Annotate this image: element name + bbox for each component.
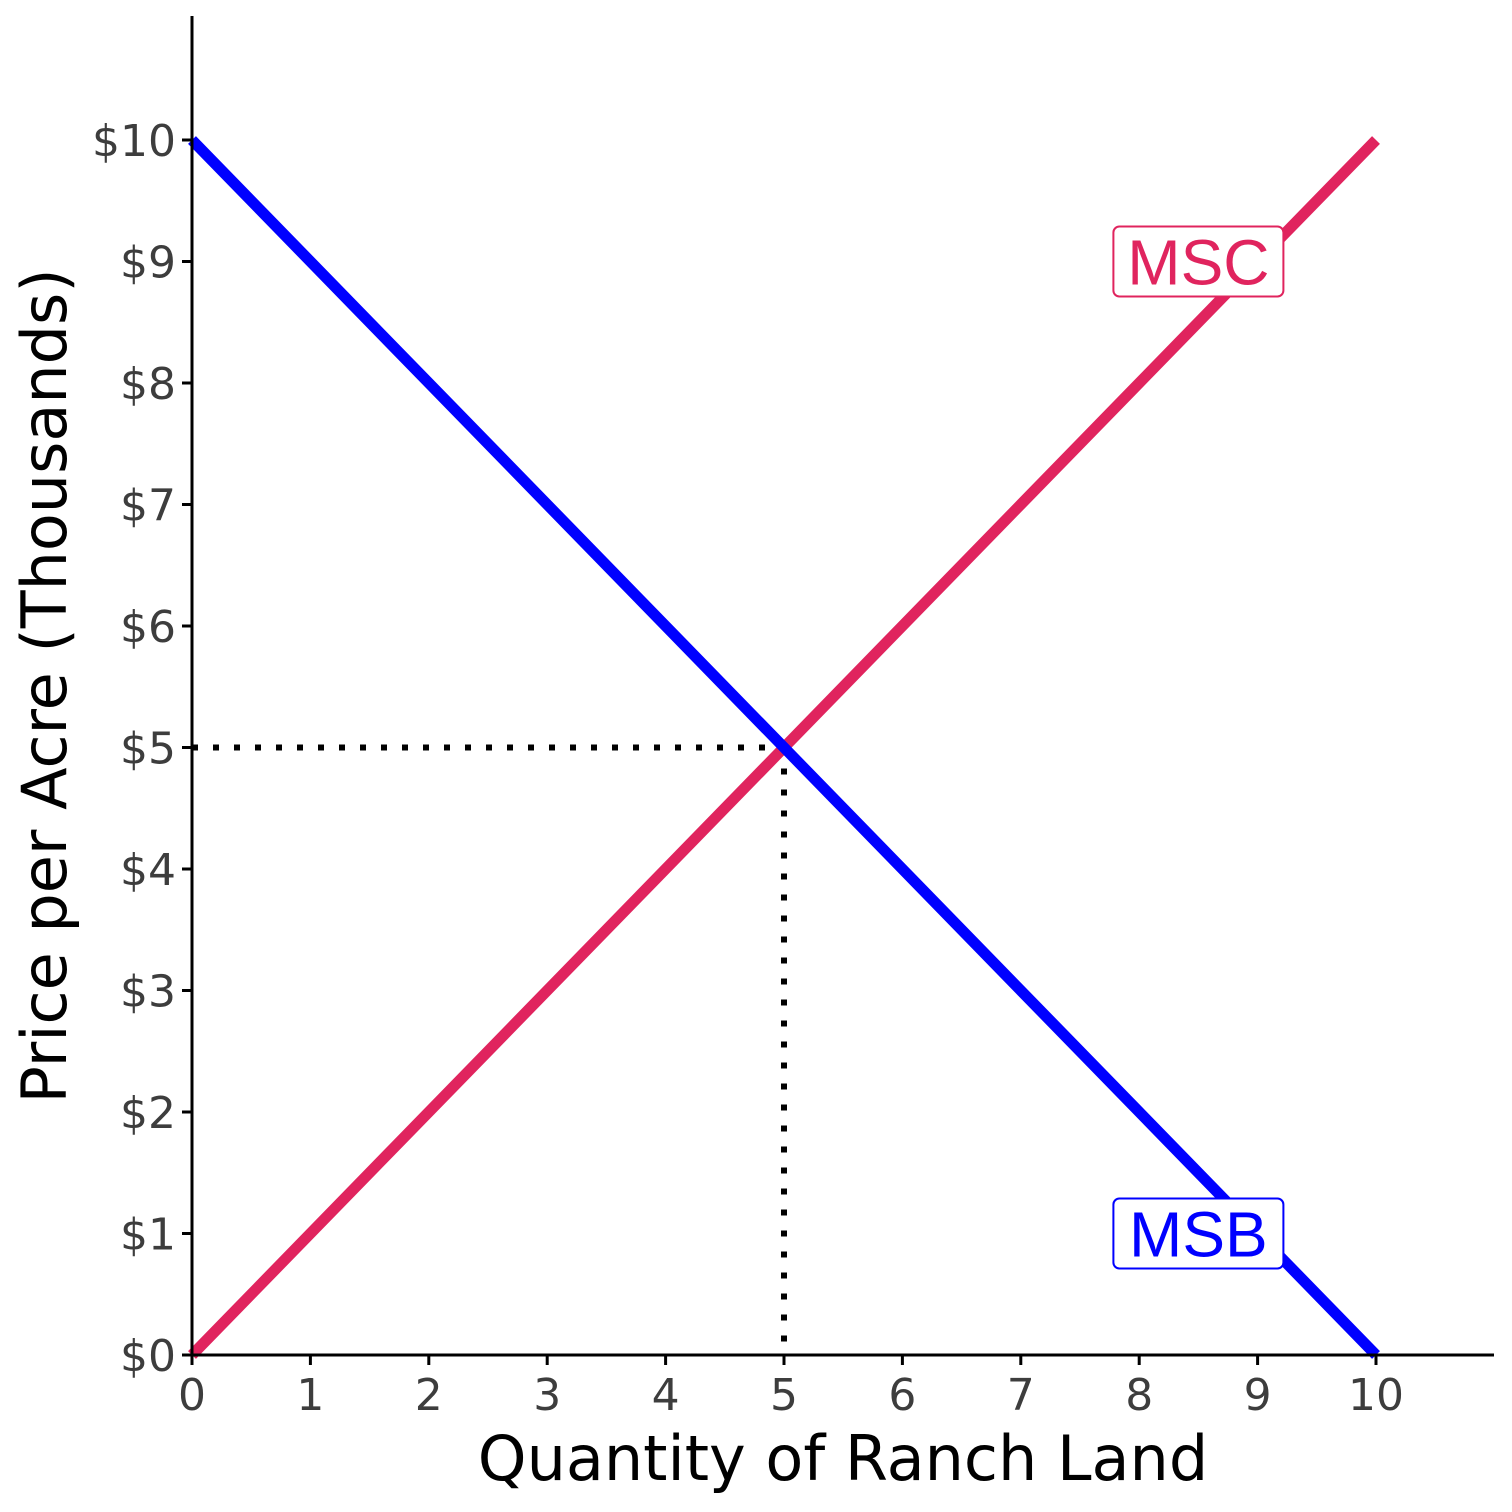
x-tick-label: 2 (415, 1370, 443, 1421)
series-lines (188, 136, 1380, 1359)
y-tick-label: $6 (120, 602, 176, 653)
y-tick-label: $0 (120, 1331, 176, 1382)
y-tick-label: $7 (120, 481, 176, 532)
x-tick-label: 7 (1007, 1370, 1035, 1421)
series-label-box (1112, 225, 1285, 298)
series-labels: MSC MSB (1112, 225, 1285, 1271)
x-tick-label: 5 (770, 1370, 798, 1421)
y-tick-label: $3 (120, 967, 176, 1018)
guide-lines (192, 744, 787, 1355)
series-label-msc: MSC (1112, 225, 1285, 299)
y-tick-label: $8 (120, 359, 176, 410)
x-ticks: 0 1 2 3 4 5 6 7 8 9 10 (178, 1355, 1404, 1421)
y-axis-title: Price per Acre (Thousands) (8, 268, 81, 1103)
x-tick-label: 9 (1244, 1370, 1272, 1421)
y-tick-label: $10 (92, 116, 176, 167)
x-tick-label: 4 (652, 1370, 680, 1421)
axes (190, 16, 1494, 1357)
y-tick-label: $4 (120, 845, 176, 896)
y-tick-label: $9 (120, 238, 176, 289)
series-label-text: MSB (1129, 1199, 1268, 1271)
series-label-text: MSC (1127, 227, 1269, 299)
y-ticks: $0 $1 $2 $3 $4 $5 $6 $7 $8 $9 $10 (92, 116, 192, 1382)
x-tick-label: 0 (178, 1370, 206, 1421)
y-tick-label: $2 (120, 1088, 176, 1139)
y-tick-label: $5 (120, 724, 176, 775)
x-axis-title: Quantity of Ranch Land (478, 1422, 1208, 1495)
series-label-msb: MSB (1112, 1197, 1285, 1271)
x-tick-label: 10 (1348, 1370, 1404, 1421)
x-tick-label: 6 (888, 1370, 916, 1421)
x-tick-label: 3 (533, 1370, 561, 1421)
x-tick-label: 1 (296, 1370, 324, 1421)
series-line-msb (188, 136, 1380, 1359)
x-tick-label: 8 (1125, 1370, 1153, 1421)
y-tick-label: $1 (120, 1210, 176, 1261)
series-label-box (1112, 1197, 1285, 1270)
